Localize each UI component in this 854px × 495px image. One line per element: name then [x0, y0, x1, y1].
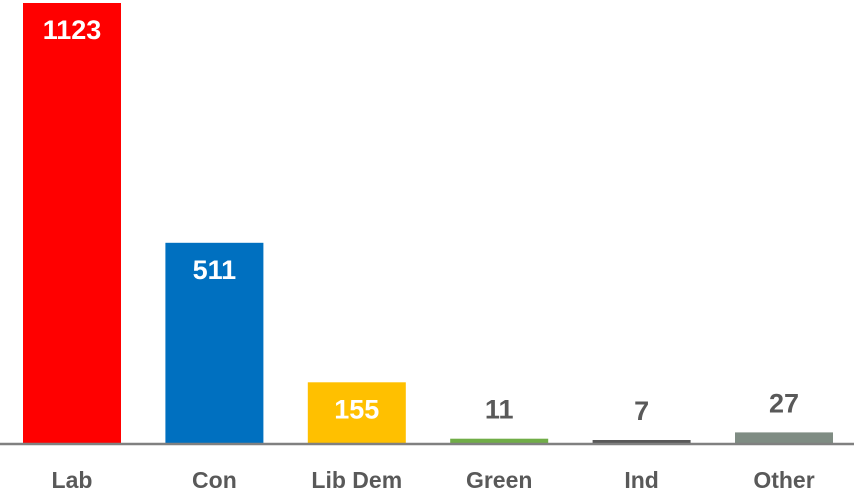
data-label-other: 27	[769, 388, 799, 418]
category-labels-group: Lab Con Lib Dem Green Ind Other	[52, 467, 815, 493]
bar-lib-dem	[307, 382, 406, 443]
data-label-lib-dem: 155	[334, 394, 379, 424]
data-label-con: 511	[193, 255, 237, 285]
category-label-ind: Ind	[624, 467, 659, 493]
data-label-ind: 7	[634, 396, 649, 426]
bar-con	[165, 242, 264, 443]
category-label-green: Green	[466, 467, 532, 493]
category-label-lab: Lab	[52, 467, 93, 493]
bar-ind	[592, 440, 691, 443]
bar-other	[735, 432, 833, 443]
category-label-con: Con	[192, 467, 237, 493]
bars-group: 1123 511 155 11 7 27	[23, 3, 833, 443]
category-label-other: Other	[753, 467, 814, 493]
bar-lab	[23, 3, 121, 443]
data-label-lab: 1123	[43, 15, 102, 45]
category-label-lib-dem: Lib Dem	[311, 467, 402, 493]
bar-green	[450, 438, 549, 443]
data-label-green: 11	[485, 395, 514, 425]
